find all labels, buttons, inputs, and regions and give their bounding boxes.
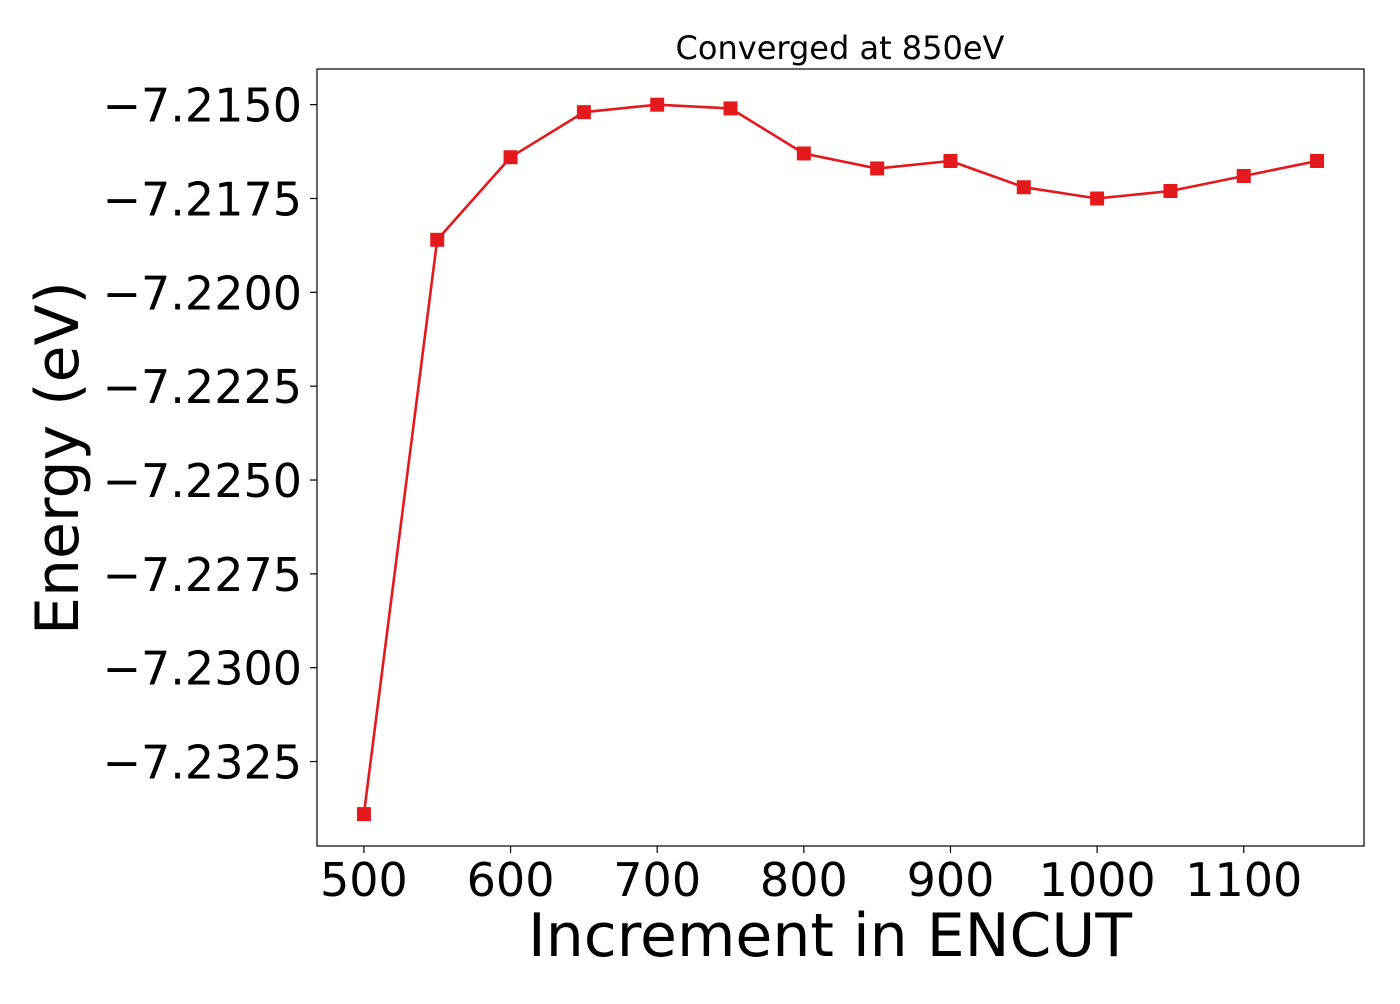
x-tick-label: 600: [467, 853, 555, 907]
data-point-marker: [430, 232, 445, 247]
data-point-marker: [943, 153, 958, 168]
y-tick-label: −7.2150: [103, 79, 303, 133]
data-point-marker: [1310, 153, 1325, 168]
data-point-marker: [796, 146, 811, 161]
data-point-marker: [650, 97, 665, 112]
data-point-marker: [723, 101, 738, 116]
x-tick-label: 1100: [1185, 853, 1302, 907]
data-point-marker: [1236, 168, 1251, 183]
y-tick-label: −7.2225: [103, 360, 303, 414]
x-tick-label: 900: [907, 853, 995, 907]
data-point-marker: [356, 807, 371, 822]
y-axis-ticks: −7.2325 −7.2300 −7.2275 −7.2250 −7.2225 −7.22…: [103, 79, 317, 790]
y-tick-label: −7.2250: [103, 454, 303, 508]
x-tick-label: 700: [613, 853, 701, 907]
chart-title: Converged at 850eV: [676, 29, 1005, 67]
data-point-marker: [1016, 180, 1031, 195]
y-tick-label: −7.2275: [103, 548, 303, 602]
data-point-marker: [503, 150, 518, 165]
plot-area-frame: [316, 68, 1365, 847]
data-point-marker: [1090, 191, 1105, 206]
series-layer: [356, 97, 1325, 822]
x-axis-label: Increment in ENCUT: [528, 901, 1132, 971]
data-point-marker: [870, 161, 885, 176]
y-tick-label: −7.2325: [103, 736, 303, 790]
data-point-marker: [576, 105, 591, 120]
x-tick-label: 800: [760, 853, 848, 907]
data-point-marker: [1163, 183, 1178, 198]
series-line: [362, 103, 1318, 815]
y-axis-label: Energy (eV): [23, 281, 93, 635]
x-axis-ticks: 500 600 700 800 900 1000 1100: [320, 846, 1302, 907]
x-tick-label: 500: [320, 853, 408, 907]
y-tick-label: −7.2300: [103, 642, 303, 696]
y-tick-label: −7.2175: [103, 173, 303, 227]
x-tick-label: 1000: [1039, 853, 1156, 907]
y-tick-label: −7.2200: [103, 266, 303, 320]
